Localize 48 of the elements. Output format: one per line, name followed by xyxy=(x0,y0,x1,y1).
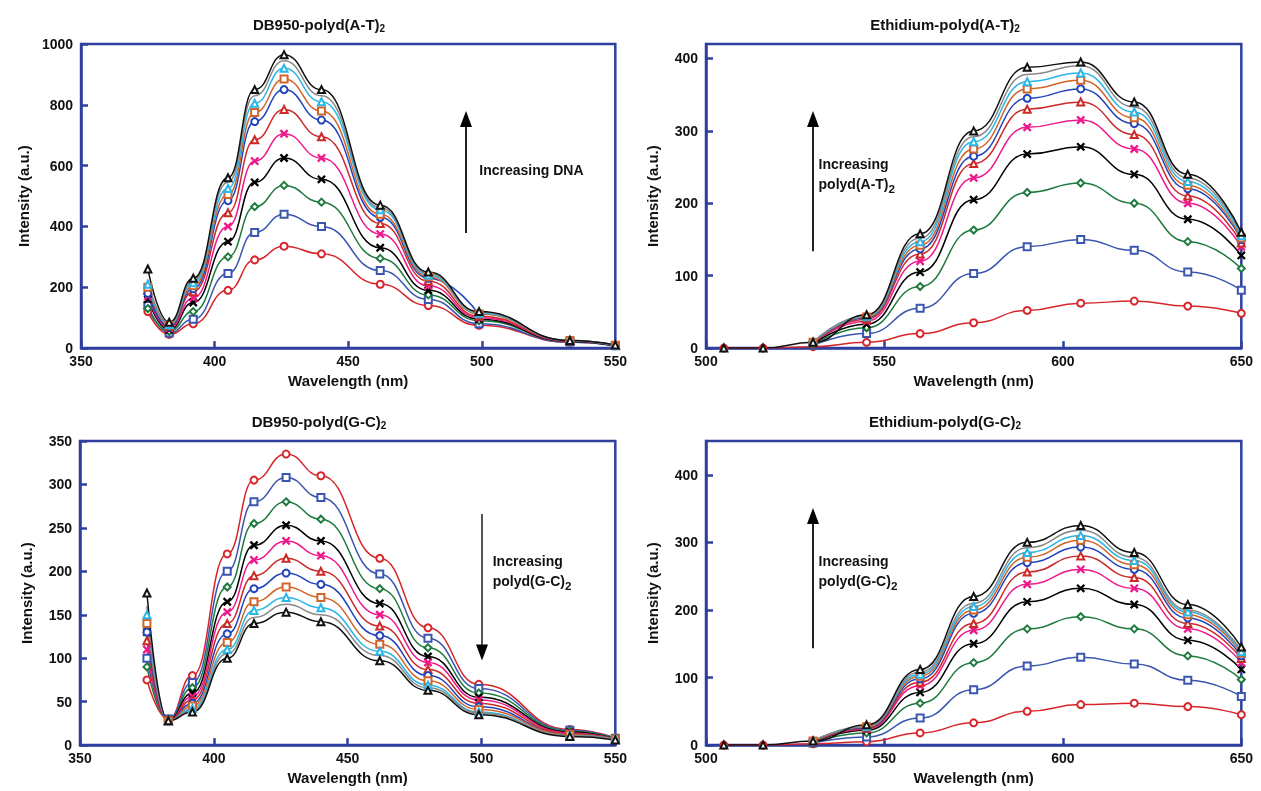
y-tick-label: 1000 xyxy=(41,36,74,52)
y-tick-label: 100 xyxy=(674,267,699,284)
y-tick-label: 400 xyxy=(49,218,74,235)
y-tick-label: 400 xyxy=(674,50,699,67)
y-tick-label: 350 xyxy=(48,433,73,449)
x-tick-label: 550 xyxy=(872,353,897,370)
x-tick-label: 650 xyxy=(1229,750,1254,767)
y-axis-title: Intensity (a.u.) xyxy=(18,542,35,644)
x-axis-title: Wavelength (nm) xyxy=(913,769,1034,786)
x-tick-label: 450 xyxy=(336,353,361,370)
x-axis-title: Wavelength (nm) xyxy=(288,372,409,389)
y-tick-label: 800 xyxy=(49,96,74,113)
y-tick-label: 50 xyxy=(56,693,73,710)
x-tick-label: 650 xyxy=(1229,353,1254,370)
y-tick-label: 200 xyxy=(48,563,73,580)
y-tick-label: 600 xyxy=(49,157,74,174)
annotation: Increasing polyd(G-C)$_{2}$ xyxy=(492,551,573,594)
x-tick-label: 550 xyxy=(872,750,897,767)
y-tick-label: 200 xyxy=(674,195,699,212)
x-tick-label: 550 xyxy=(603,750,628,767)
x-tick-label: 400 xyxy=(202,750,226,767)
y-tick-label: 0 xyxy=(64,737,73,754)
y-axis-title: Intensity (a.u.) xyxy=(644,145,661,247)
y-axis-title: Intensity (a.u.) xyxy=(15,145,32,247)
y-tick-label: 200 xyxy=(674,601,699,618)
y-tick-label: 150 xyxy=(48,606,73,623)
x-tick-label: 600 xyxy=(1051,750,1075,767)
y-axis-title: Intensity (a.u.) xyxy=(644,542,661,644)
x-tick-label: 600 xyxy=(1051,353,1075,370)
annotation: Increasing DNA xyxy=(479,160,584,180)
annotation: Increasing polyd(A-T)$_{2}$ xyxy=(818,154,896,197)
y-tick-label: 200 xyxy=(49,279,74,296)
x-tick-label: 400 xyxy=(202,353,227,370)
y-tick-label: 100 xyxy=(48,650,73,667)
y-tick-label: 400 xyxy=(674,466,699,483)
x-axis-title: Wavelength (nm) xyxy=(287,769,408,786)
x-tick-label: 450 xyxy=(335,750,360,767)
x-axis-title: Wavelength (nm) xyxy=(913,372,1034,389)
y-tick-label: 300 xyxy=(48,476,73,493)
y-tick-label: 300 xyxy=(674,122,699,139)
y-tick-label: 300 xyxy=(674,534,699,551)
x-tick-label: 500 xyxy=(470,353,494,370)
y-tick-label: 0 xyxy=(65,340,74,357)
y-tick-label: 250 xyxy=(48,519,73,536)
annotation: Increasing polyd(G-C)$_{2}$ xyxy=(818,551,899,594)
x-tick-label: 550 xyxy=(603,353,628,370)
y-tick-label: 100 xyxy=(674,669,699,686)
x-tick-label: 500 xyxy=(469,750,494,767)
